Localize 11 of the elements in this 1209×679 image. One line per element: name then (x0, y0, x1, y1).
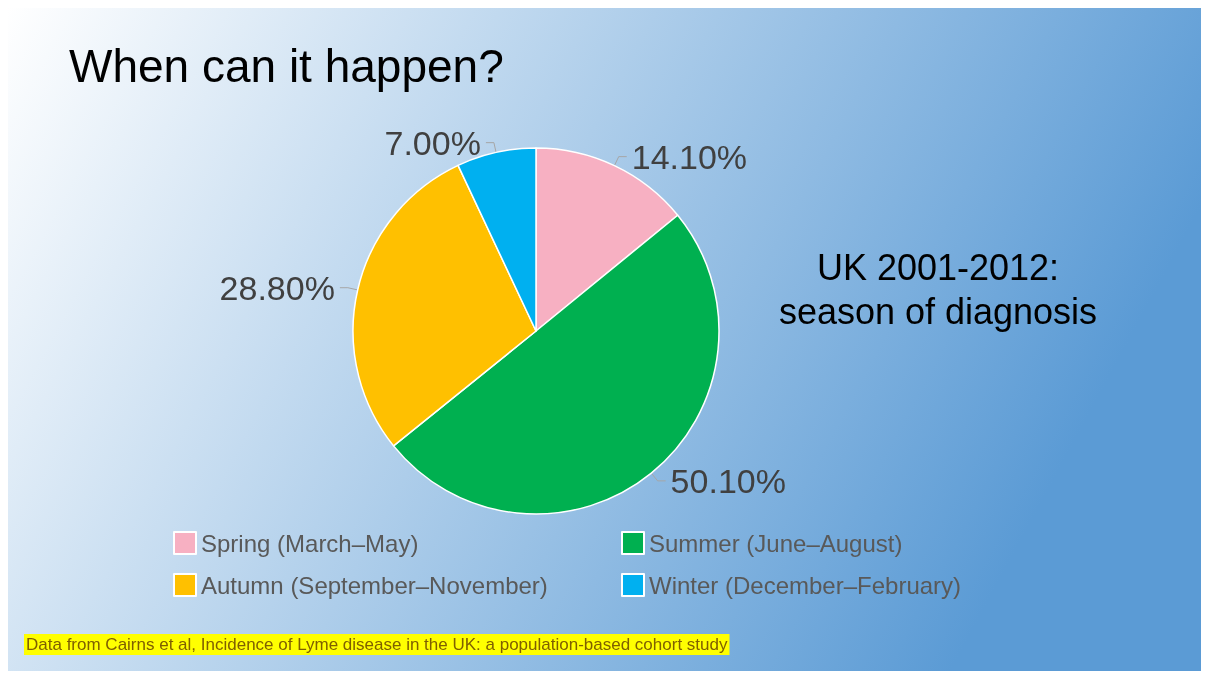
chart-title: When can it happen? (69, 40, 504, 92)
legend-label: Autumn (September–November) (201, 571, 548, 599)
data-label: 50.10% (670, 461, 786, 500)
legend-label: Winter (December–February) (649, 571, 962, 599)
text: UK 2001-2012: season of diagnosis (778, 246, 1098, 332)
text: Data from Cairns et al, Incidence of Lyme disease in the UK: a population-based cohort study (26, 635, 728, 654)
data-label: 7.00% (384, 123, 481, 162)
legend-label: Spring (March–May) (201, 529, 419, 557)
data-label: 14.10% (631, 137, 748, 176)
data-label: 28.80% (219, 268, 335, 307)
legend-label: Summer (June–August) (649, 529, 903, 557)
